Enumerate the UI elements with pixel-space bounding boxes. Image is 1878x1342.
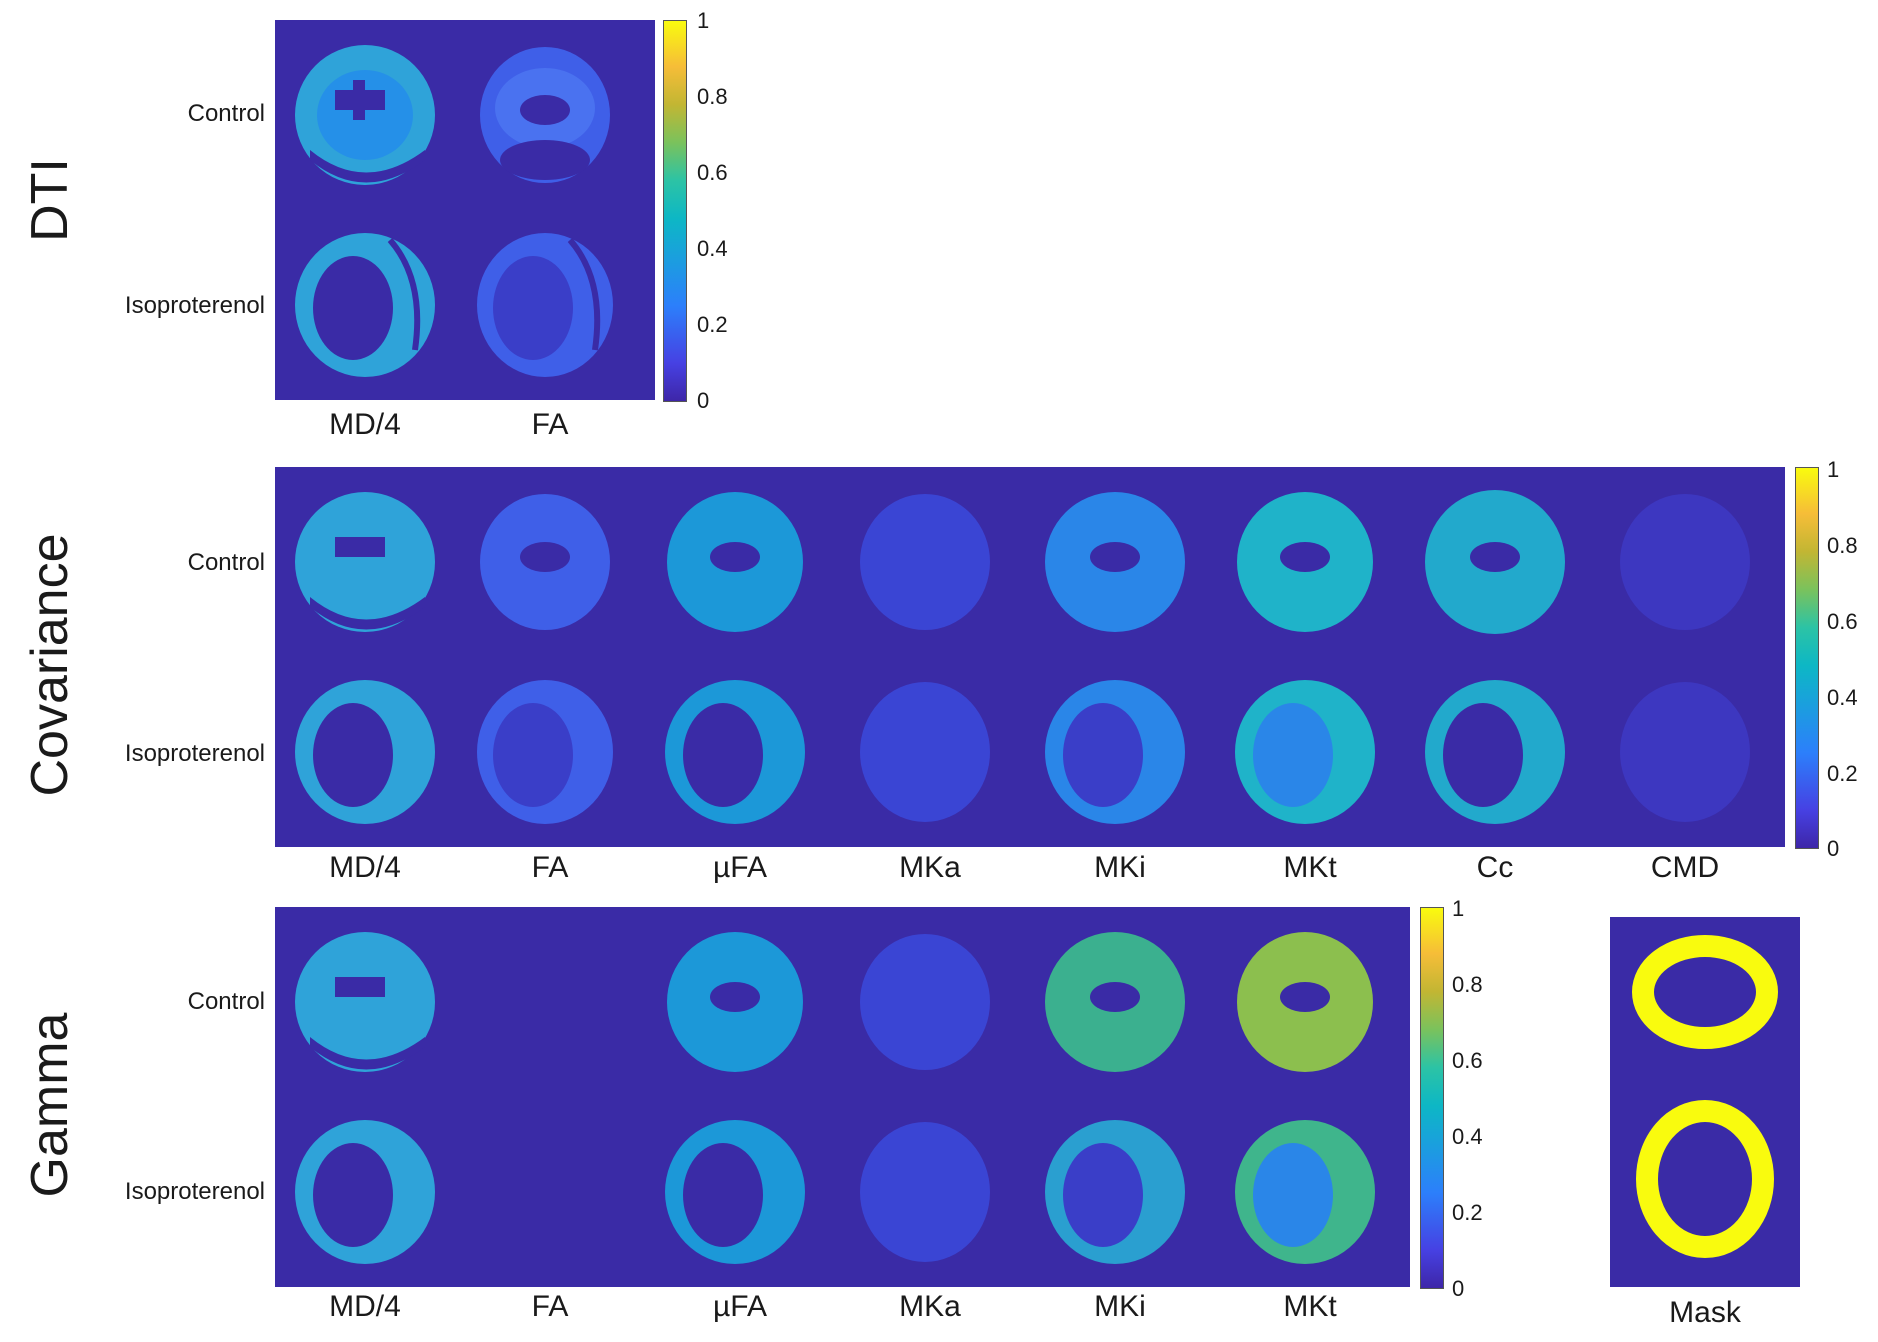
cov-cb-tick-06: 0.6 bbox=[1827, 609, 1858, 634]
cov-cb-tick-08: 0.8 bbox=[1827, 533, 1858, 558]
gamma-row-label-control: Control bbox=[187, 988, 265, 1015]
cov-col-label-ufa: µFA bbox=[713, 851, 767, 884]
covariance-image-panel bbox=[275, 467, 1785, 847]
gamma-cb-tick-0: 0 bbox=[1452, 1276, 1465, 1301]
gamma-cb-tick-08: 0.8 bbox=[1452, 972, 1483, 997]
gamma-col-label-mkt: MKt bbox=[1283, 1290, 1337, 1323]
dti-cb-tick-02: 0.2 bbox=[697, 312, 728, 337]
cov-col-label-mkt: MKt bbox=[1283, 851, 1337, 884]
cov-row-label-isoproterenol: Isoproterenol bbox=[124, 740, 265, 767]
cov-iso-row bbox=[295, 680, 1750, 824]
dti-control-fa-map bbox=[480, 47, 610, 183]
cov-cb-tick-1: 1 bbox=[1827, 457, 1840, 482]
cov-col-label-md4: MD/4 bbox=[329, 851, 401, 884]
dti-iso-md-map bbox=[295, 233, 435, 377]
dti-iso-fa-map bbox=[477, 233, 613, 377]
gamma-cb-tick-1: 1 bbox=[1452, 896, 1465, 921]
dti-row-label-control: Control bbox=[187, 100, 265, 127]
dti-cb-tick-06: 0.6 bbox=[697, 160, 728, 185]
cov-cb-tick-0: 0 bbox=[1827, 836, 1840, 861]
mask-ring-iso bbox=[1636, 1100, 1774, 1258]
mask-rings bbox=[1632, 935, 1778, 1258]
gamma-iso-row bbox=[295, 1120, 1375, 1264]
gamma-heart-maps bbox=[295, 932, 1375, 1264]
cov-col-label-cmd: CMD bbox=[1650, 851, 1720, 884]
cov-cb-tick-04: 0.4 bbox=[1827, 685, 1858, 710]
gamma-col-label-mka: MKa bbox=[899, 1290, 961, 1323]
gamma-cb-tick-04: 0.4 bbox=[1452, 1124, 1483, 1149]
dti-cb-tick-08: 0.8 bbox=[697, 84, 728, 109]
covariance-colorbar bbox=[1795, 467, 1819, 849]
gamma-cb-tick-02: 0.2 bbox=[1452, 1200, 1483, 1225]
mask-panel bbox=[1610, 917, 1800, 1287]
dti-heart-maps bbox=[295, 45, 613, 377]
gamma-image-panel bbox=[275, 907, 1410, 1287]
dti-col-label-md4: MD/4 bbox=[329, 408, 401, 441]
dti-image-panel bbox=[275, 20, 655, 400]
gamma-colorbar bbox=[1420, 907, 1444, 1289]
cov-col-label-cc: Cc bbox=[1476, 851, 1514, 884]
cov-row-label-control: Control bbox=[187, 549, 265, 576]
gamma-control-row bbox=[295, 932, 1373, 1072]
dti-control-md-map bbox=[295, 45, 435, 185]
cov-cb-tick-02: 0.2 bbox=[1827, 761, 1858, 786]
cov-control-row bbox=[295, 490, 1750, 634]
gamma-col-label-fa: FA bbox=[531, 1290, 569, 1323]
cov-col-label-fa: FA bbox=[531, 851, 569, 884]
gamma-cb-tick-06: 0.6 bbox=[1452, 1048, 1483, 1073]
dti-cb-tick-04: 0.4 bbox=[697, 236, 728, 261]
cov-col-label-mka: MKa bbox=[899, 851, 961, 884]
dti-cb-tick-1: 1 bbox=[697, 8, 710, 33]
section-title-dti: DTI bbox=[21, 158, 79, 242]
mask-label: Mask bbox=[1669, 1296, 1741, 1329]
gamma-col-label-mki: MKi bbox=[1094, 1290, 1146, 1323]
dti-colorbar bbox=[663, 20, 687, 402]
gamma-col-label-md4: MD/4 bbox=[329, 1290, 401, 1323]
section-title-gamma: Gamma bbox=[21, 1012, 79, 1198]
dti-cb-tick-0: 0 bbox=[697, 388, 710, 413]
covariance-heart-maps bbox=[295, 490, 1750, 824]
mask-ring-control bbox=[1632, 935, 1778, 1049]
dti-row-label-isoproterenol: Isoproterenol bbox=[124, 292, 265, 319]
dti-col-label-fa: FA bbox=[531, 408, 569, 441]
gamma-col-label-ufa: µFA bbox=[713, 1290, 767, 1323]
gamma-row-label-isoproterenol: Isoproterenol bbox=[124, 1178, 265, 1205]
cov-col-label-mki: MKi bbox=[1094, 851, 1146, 884]
